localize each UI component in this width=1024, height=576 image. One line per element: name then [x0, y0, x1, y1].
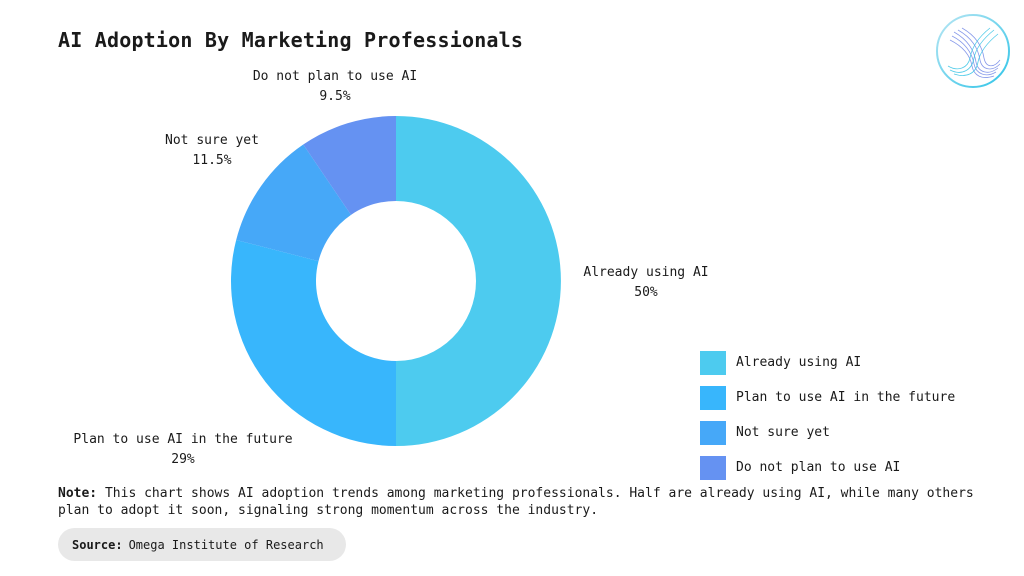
slice-value-already-using-ai: 50% [634, 285, 658, 300]
source-label: Source: [72, 537, 123, 552]
donut-slice-not-sure-yet [236, 144, 352, 262]
slice-label-do-not-plan-to-use-ai: Do not plan to use AI [253, 69, 417, 84]
source-text: Omega Institute of Research [128, 537, 324, 552]
source-badge: Source: Omega Institute of Research [58, 528, 346, 561]
note-text: This chart shows AI adoption trends amon… [58, 486, 974, 518]
chart-title: AI Adoption By Marketing Professionals [58, 28, 524, 52]
slice-label-not-sure-yet: Not sure yet [165, 133, 259, 148]
chart-note: Note: This chart shows AI adoption trend… [58, 485, 978, 519]
note-label: Note: [58, 486, 98, 501]
slice-value-not-sure-yet: 11.5% [192, 153, 231, 168]
legend-item-not-sure-yet: Not sure yet [700, 415, 955, 450]
donut-slice-plan-to-use-ai-in-the-future [231, 239, 396, 446]
donut-slice-do-not-plan-to-use-ai [303, 116, 396, 215]
slice-label-already-using-ai: Already using AI [583, 265, 708, 280]
legend-item-already-using-ai: Already using AI [700, 345, 955, 380]
legend-swatch [700, 455, 726, 480]
chart-legend: Already using AI Plan to use AI in the fu… [700, 345, 955, 485]
legend-swatch [700, 420, 726, 445]
slice-value-plan-to-use-ai-in-the-future: 29% [171, 452, 195, 467]
donut-slice-already-using-ai [396, 116, 561, 446]
legend-label: Do not plan to use AI [736, 460, 901, 475]
slice-value-do-not-plan-to-use-ai: 9.5% [319, 89, 350, 104]
legend-label: Plan to use AI in the future [736, 390, 956, 405]
legend-swatch [700, 350, 726, 375]
legend-item-plan-to-use-ai-in-the-future: Plan to use AI in the future [700, 380, 955, 415]
legend-item-do-not-plan-to-use-ai: Do not plan to use AI [700, 450, 955, 485]
legend-label: Already using AI [736, 355, 862, 370]
legend-swatch [700, 385, 726, 410]
legend-label: Not sure yet [736, 425, 830, 440]
omega-institute-logo-icon [934, 12, 1012, 90]
slice-label-plan-to-use-ai-in-the-future: Plan to use AI in the future [73, 432, 292, 447]
